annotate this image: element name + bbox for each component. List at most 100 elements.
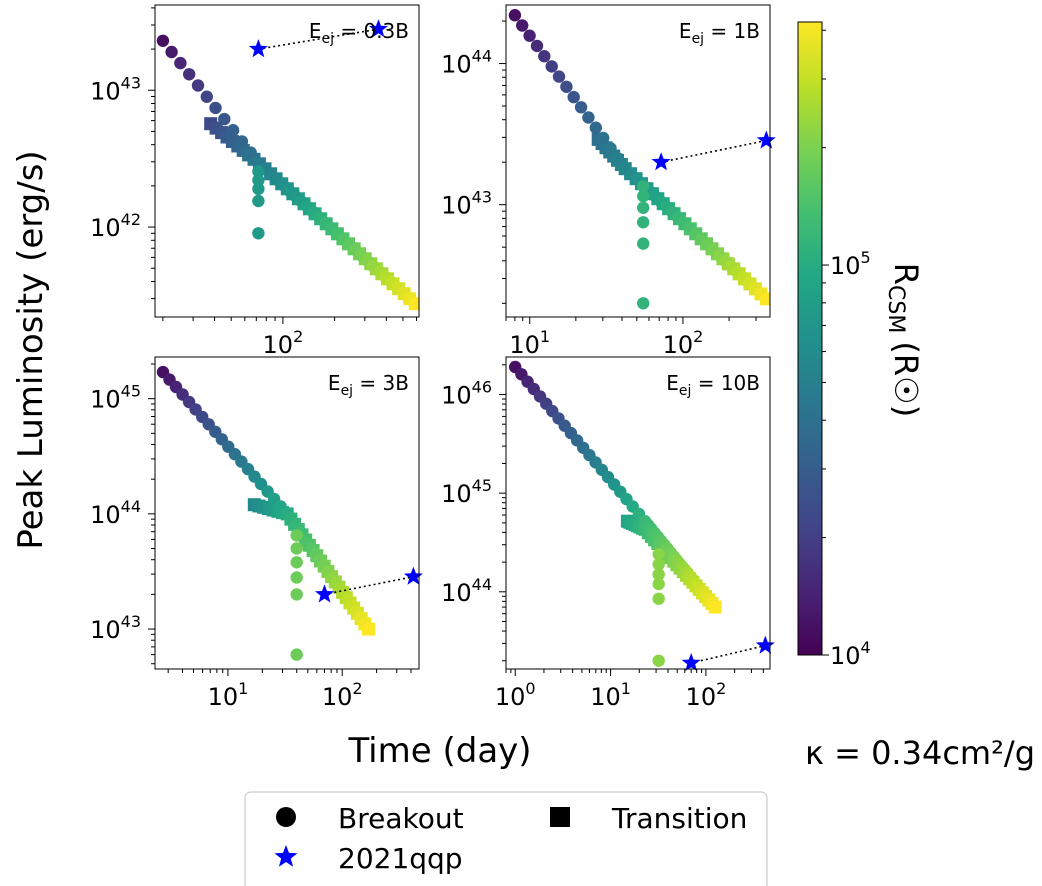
y-tick-label: 1044 [441,575,492,607]
breakout-point [226,124,240,137]
legend-label-breakout: Breakout [338,802,464,835]
breakout-point [637,297,650,310]
subplot-1: 102 1042 1043 Eej = 0.3B [90,4,420,359]
breakout-point [252,174,265,187]
observed-connector [324,575,414,596]
y-tick-label: 1043 [441,188,492,220]
breakout-point [582,111,595,124]
y-tick-label: 1043 [90,612,141,644]
breakout-point [409,297,419,310]
breakout-point [652,592,665,605]
breakout-point [244,146,257,159]
x-tick-label: 101 [509,327,550,359]
breakout-point [290,588,303,601]
breakout-point [252,227,265,240]
breakout-point [200,90,213,103]
breakout-point [652,548,665,561]
breakout-point [760,292,770,306]
breakout-point [290,571,303,584]
breakout-point [652,558,665,571]
breakout-point [652,577,665,591]
y-tick-label: 1042 [90,210,141,242]
axes-frame [154,356,420,670]
breakout-point [165,45,178,59]
x-tick-label: 102 [663,327,704,359]
breakout-point [589,121,602,134]
y-tick-label: 1046 [441,378,492,410]
panel-annotation: Eej = 10B [666,371,760,399]
colorbar-ticks: 104 105 [822,29,871,670]
legend: Breakout Transition 2021qqp [244,791,768,886]
breakout-point [652,568,665,581]
breakout-point [637,201,650,214]
y-tick-label: 1043 [90,73,141,105]
legend-star-marker [274,845,298,867]
breakout-point [552,70,566,83]
axes-frame [154,4,420,318]
legend-frame [244,791,768,886]
breakout-point [290,542,303,555]
y-tick-label: 1044 [90,497,141,529]
subplot-grid: 102 1042 1043 Eej = 0.3B 101 102 1043 1044 Eej =… [90,4,776,711]
axes-frame [505,356,771,670]
x-tick-label: 100 [495,679,536,711]
breakout-point [637,189,650,203]
breakout-point [508,9,522,22]
observed-connector [258,28,379,50]
subplot-4: 100 101 102 1044 1045 1046 Eej = 10B [441,356,775,711]
breakout-point [538,50,551,63]
panel-annotation: Eej = 0.3B [309,19,409,47]
breakout-point [235,135,249,148]
observed-star [651,152,671,171]
breakout-point [252,194,265,208]
colorbar-label: RCSM(R☉) [883,263,925,417]
data-marks [156,365,375,661]
observed-star [368,19,388,38]
tick-marks [499,20,757,324]
breakout-point [611,152,625,165]
breakout-point [290,648,303,661]
legend-label-2021qqp: 2021qqp [338,842,463,875]
breakout-point [637,180,650,193]
breakout-point [191,79,205,92]
legend-label-transition: Transition [611,802,747,835]
observed-star [756,130,776,149]
tick-marks [499,364,764,676]
breakout-point [574,101,588,114]
breakout-point [174,56,187,70]
breakout-point [290,529,303,542]
subplot-2: 101 102 1043 1044 Eej = 1B [441,4,776,359]
panel-annotation: Eej = 3B [328,371,409,399]
breakout-point [637,237,650,250]
x-tick-label: 102 [322,679,363,711]
breakout-point [290,556,303,569]
kappa-label: κ = 0.34cm²/g [805,734,1035,772]
breakout-point [516,19,529,32]
breakout-point [183,68,196,81]
observed-star [755,635,775,654]
breakout-point [652,654,665,667]
subplot-3: 101 102 1043 1044 1045 Eej = 3B [90,356,423,711]
colorbar-tick-label: 105 [830,248,871,280]
data-marks [508,9,770,310]
y-tick-label: 1045 [441,476,492,508]
data-marks [509,360,722,667]
observed-star [403,566,423,585]
breakout-point [637,216,650,229]
colorbar-gradient [798,22,822,655]
breakout-point [560,80,573,94]
breakout-point [545,60,558,73]
axes-frame [505,4,771,318]
breakout-point [252,182,265,196]
breakout-point [597,131,610,145]
breakout-point [604,142,617,155]
breakout-point [362,622,375,636]
x-axis-label: Time (day) [347,731,531,771]
breakout-point [209,101,222,115]
tick-marks [148,363,412,676]
legend-square-marker [550,807,570,827]
x-tick-label: 101 [208,679,249,711]
data-marks [156,34,419,311]
x-tick-label: 101 [590,679,631,711]
y-tick-label: 1044 [441,47,492,79]
